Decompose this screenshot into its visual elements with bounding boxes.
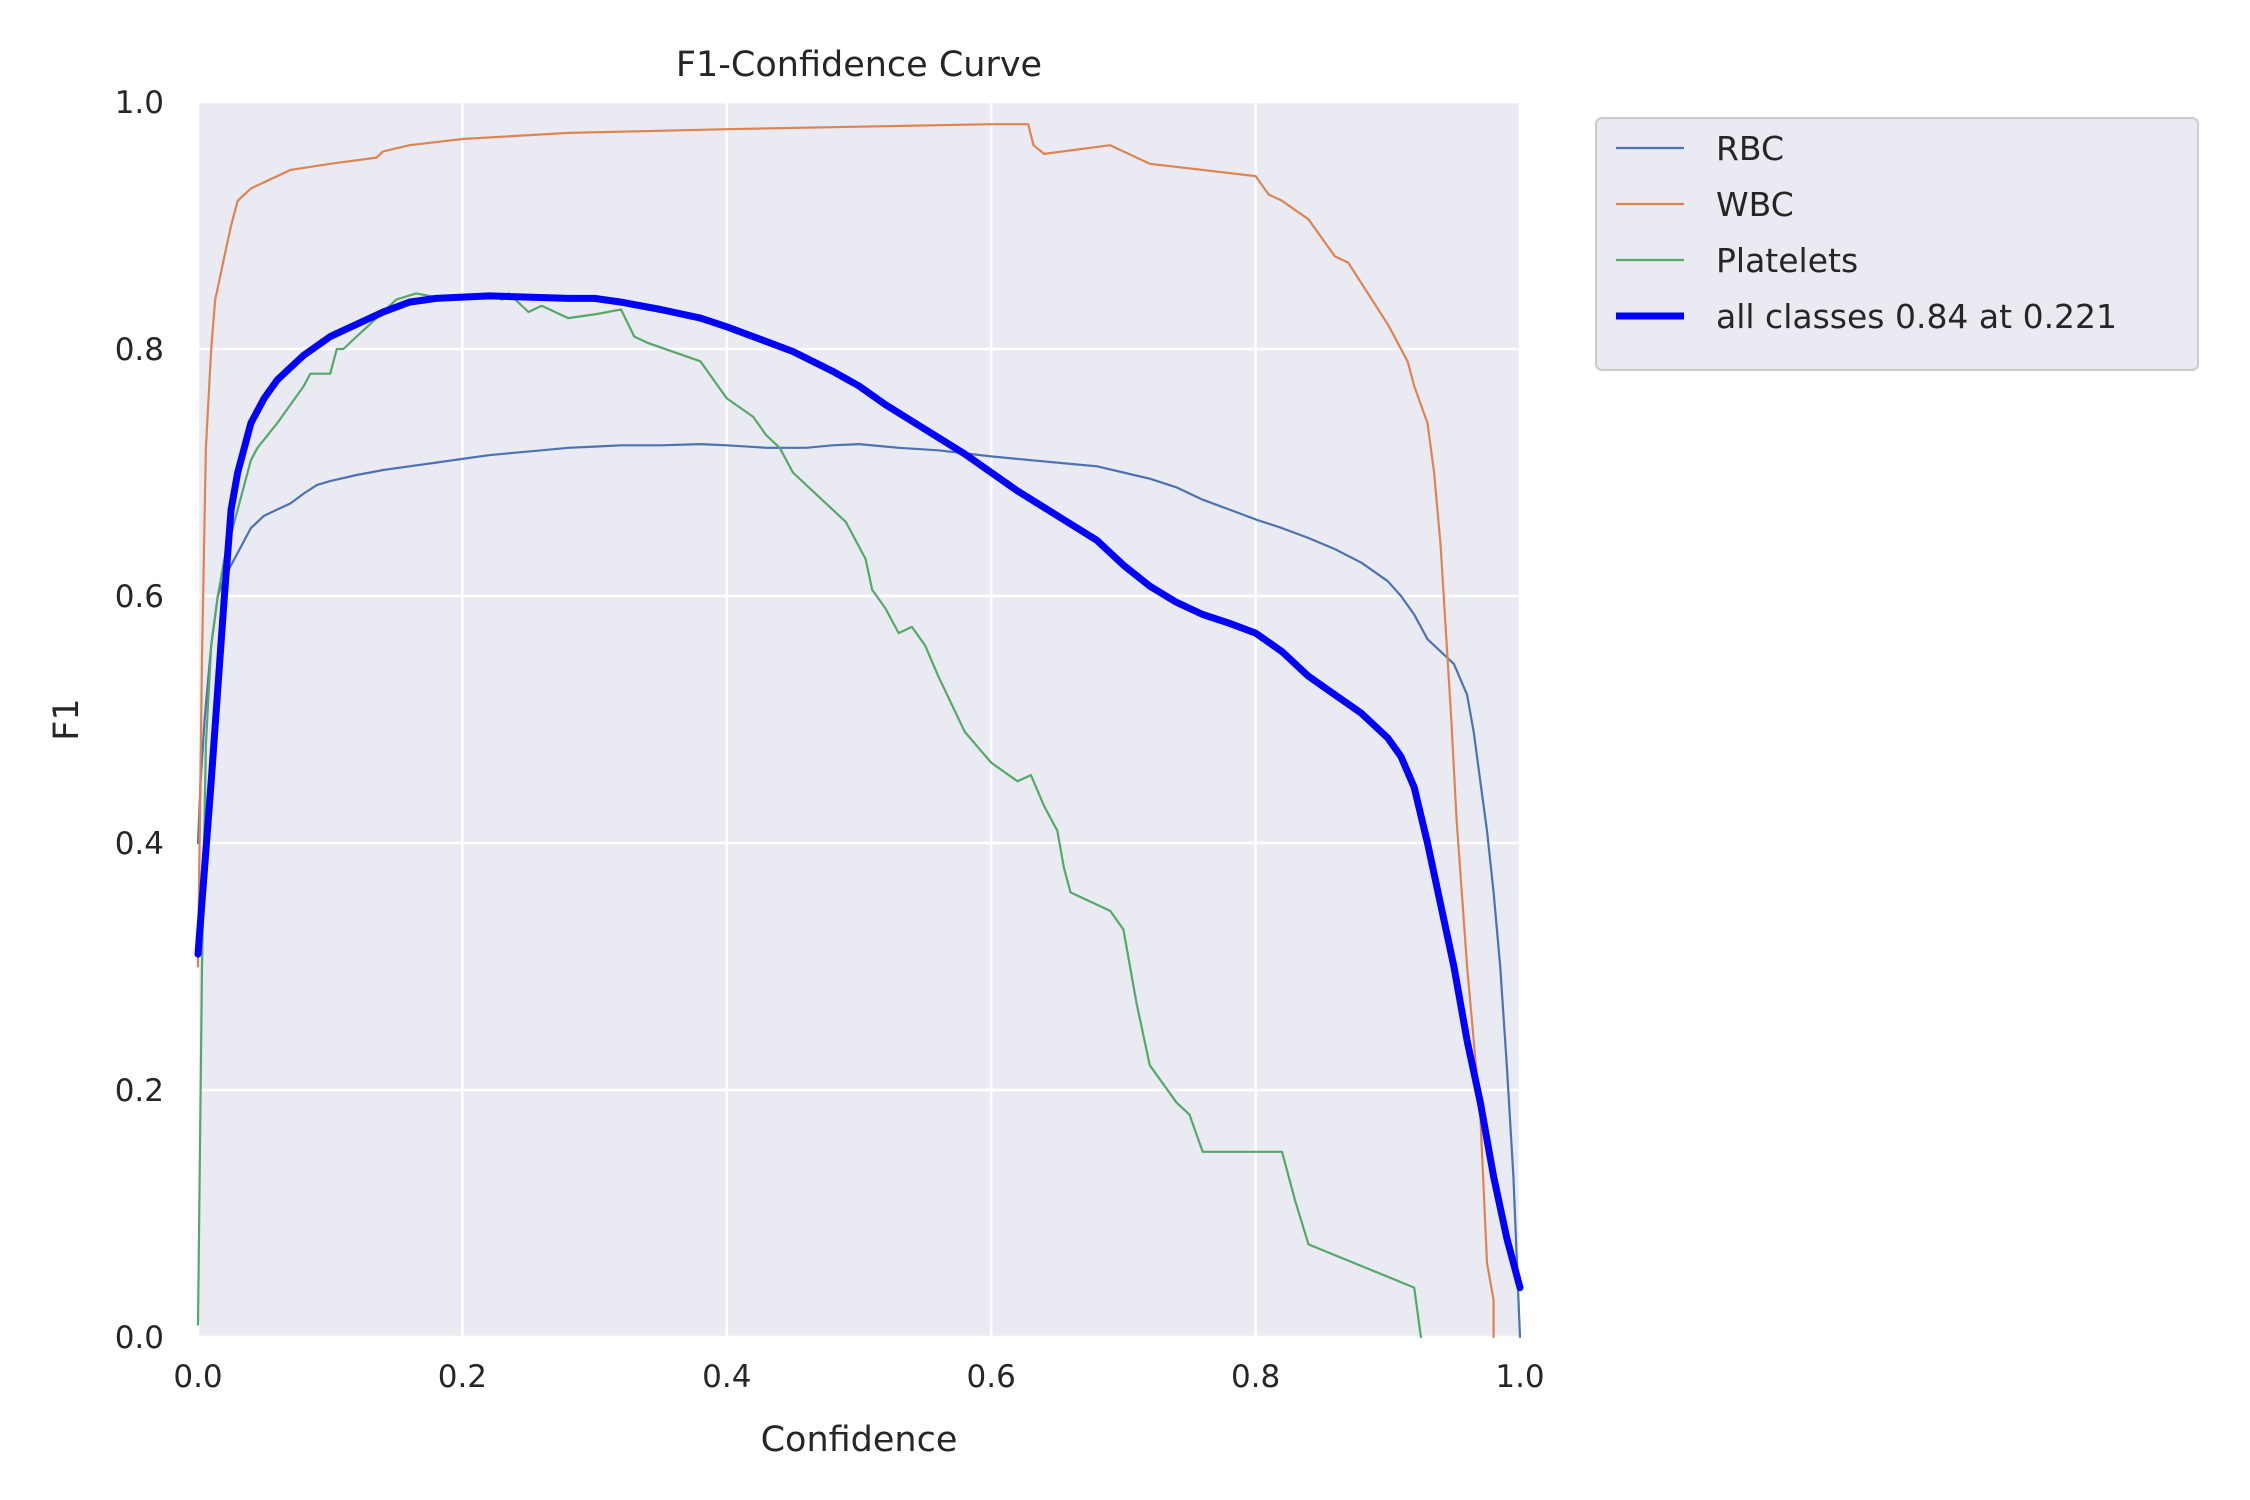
x-tick-label: 1.0	[1495, 1359, 1544, 1395]
series-line-all	[194, 292, 1524, 1292]
chart-title: F1-Confidence Curve	[676, 45, 1042, 85]
legend-label-rbc: RBC	[1716, 129, 1784, 168]
legend-label-wbc: WBC	[1716, 185, 1794, 224]
y-tick-label: 0.0	[115, 1320, 164, 1356]
grid-lines	[196, 100, 1522, 1339]
y-tick-label: 1.0	[115, 85, 164, 121]
legend: RBC WBC Platelets all classes 0.84 at 0.221	[1595, 117, 2199, 371]
legend-box	[1595, 117, 2199, 371]
legend-label-all: all classes 0.84 at 0.221	[1716, 297, 2117, 336]
legend-label-platelets: Platelets	[1716, 241, 1858, 280]
plot-area	[198, 102, 1520, 1337]
x-tick-label: 0.6	[967, 1359, 1016, 1395]
x-tick-label: 0.8	[1231, 1359, 1280, 1395]
y-tick-label: 0.8	[115, 332, 164, 368]
y-tick-labels: 0.0 0.2 0.4 0.6 0.8 1.0	[115, 85, 164, 1356]
x-tick-label: 0.2	[438, 1359, 487, 1395]
x-tick-label: 0.4	[702, 1359, 751, 1395]
x-axis-label: Confidence	[761, 1420, 958, 1460]
y-tick-label: 0.4	[115, 826, 164, 862]
series-line-platelets	[196, 292, 1423, 1339]
x-tick-label: 0.0	[173, 1359, 222, 1395]
series-line-rbc	[196, 443, 1522, 1339]
y-tick-label: 0.6	[115, 579, 164, 615]
x-tick-labels: 0.0 0.2 0.4 0.6 0.8 1.0	[173, 1359, 1544, 1395]
y-tick-label: 0.2	[115, 1073, 164, 1109]
series-layer	[194, 123, 1524, 1339]
y-axis-label: F1	[47, 698, 87, 740]
series-line-wbc	[196, 123, 1495, 1339]
